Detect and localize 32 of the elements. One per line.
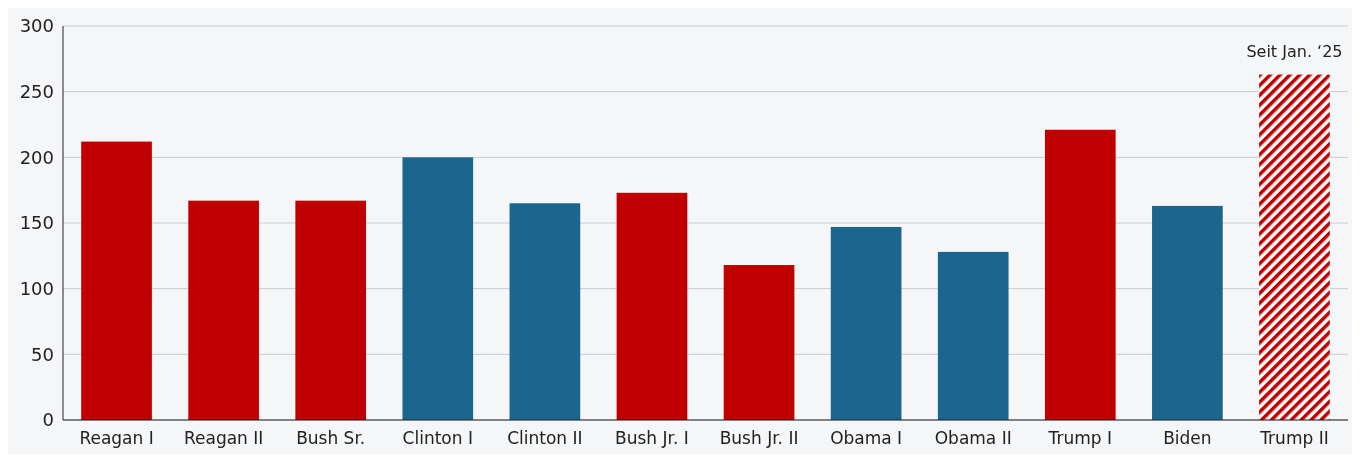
x-tick-label: Reagan I	[79, 428, 154, 448]
bar	[1259, 74, 1330, 420]
x-tick-label: Obama II	[934, 428, 1012, 448]
annotation: Seit Jan. ‘25	[1246, 41, 1343, 61]
x-tick-label: Bush Sr.	[296, 428, 366, 448]
bar	[830, 226, 902, 420]
x-tick-label: Obama I	[830, 428, 903, 448]
x-tick-label: Bush Jr. I	[615, 428, 689, 448]
y-tick-label: 200	[19, 146, 54, 168]
x-tick-label: Biden	[1163, 428, 1212, 448]
x-tick-label: Reagan II	[183, 428, 264, 448]
y-tick-label: 250	[19, 80, 54, 102]
x-tick-label: Clinton I	[402, 428, 473, 448]
bar	[402, 157, 474, 420]
y-tick-label: 50	[31, 343, 54, 365]
y-tick-label: 100	[19, 277, 54, 299]
bar	[616, 192, 688, 420]
bar	[723, 265, 795, 420]
x-tick-label: Trump II	[1259, 428, 1329, 448]
bar	[188, 200, 259, 420]
bar	[937, 251, 1009, 420]
x-tick-label: Clinton II	[507, 428, 583, 448]
x-tick-label: Trump I	[1047, 428, 1112, 448]
y-tick-label: 150	[19, 212, 54, 234]
bar	[1044, 129, 1116, 420]
bar	[509, 203, 581, 420]
x-tick-label: Bush Jr. II	[719, 428, 799, 448]
y-tick-label: 300	[19, 15, 54, 37]
bar	[1152, 205, 1223, 420]
y-tick-label: 0	[42, 409, 54, 431]
bar	[81, 141, 152, 420]
bar	[295, 200, 367, 420]
